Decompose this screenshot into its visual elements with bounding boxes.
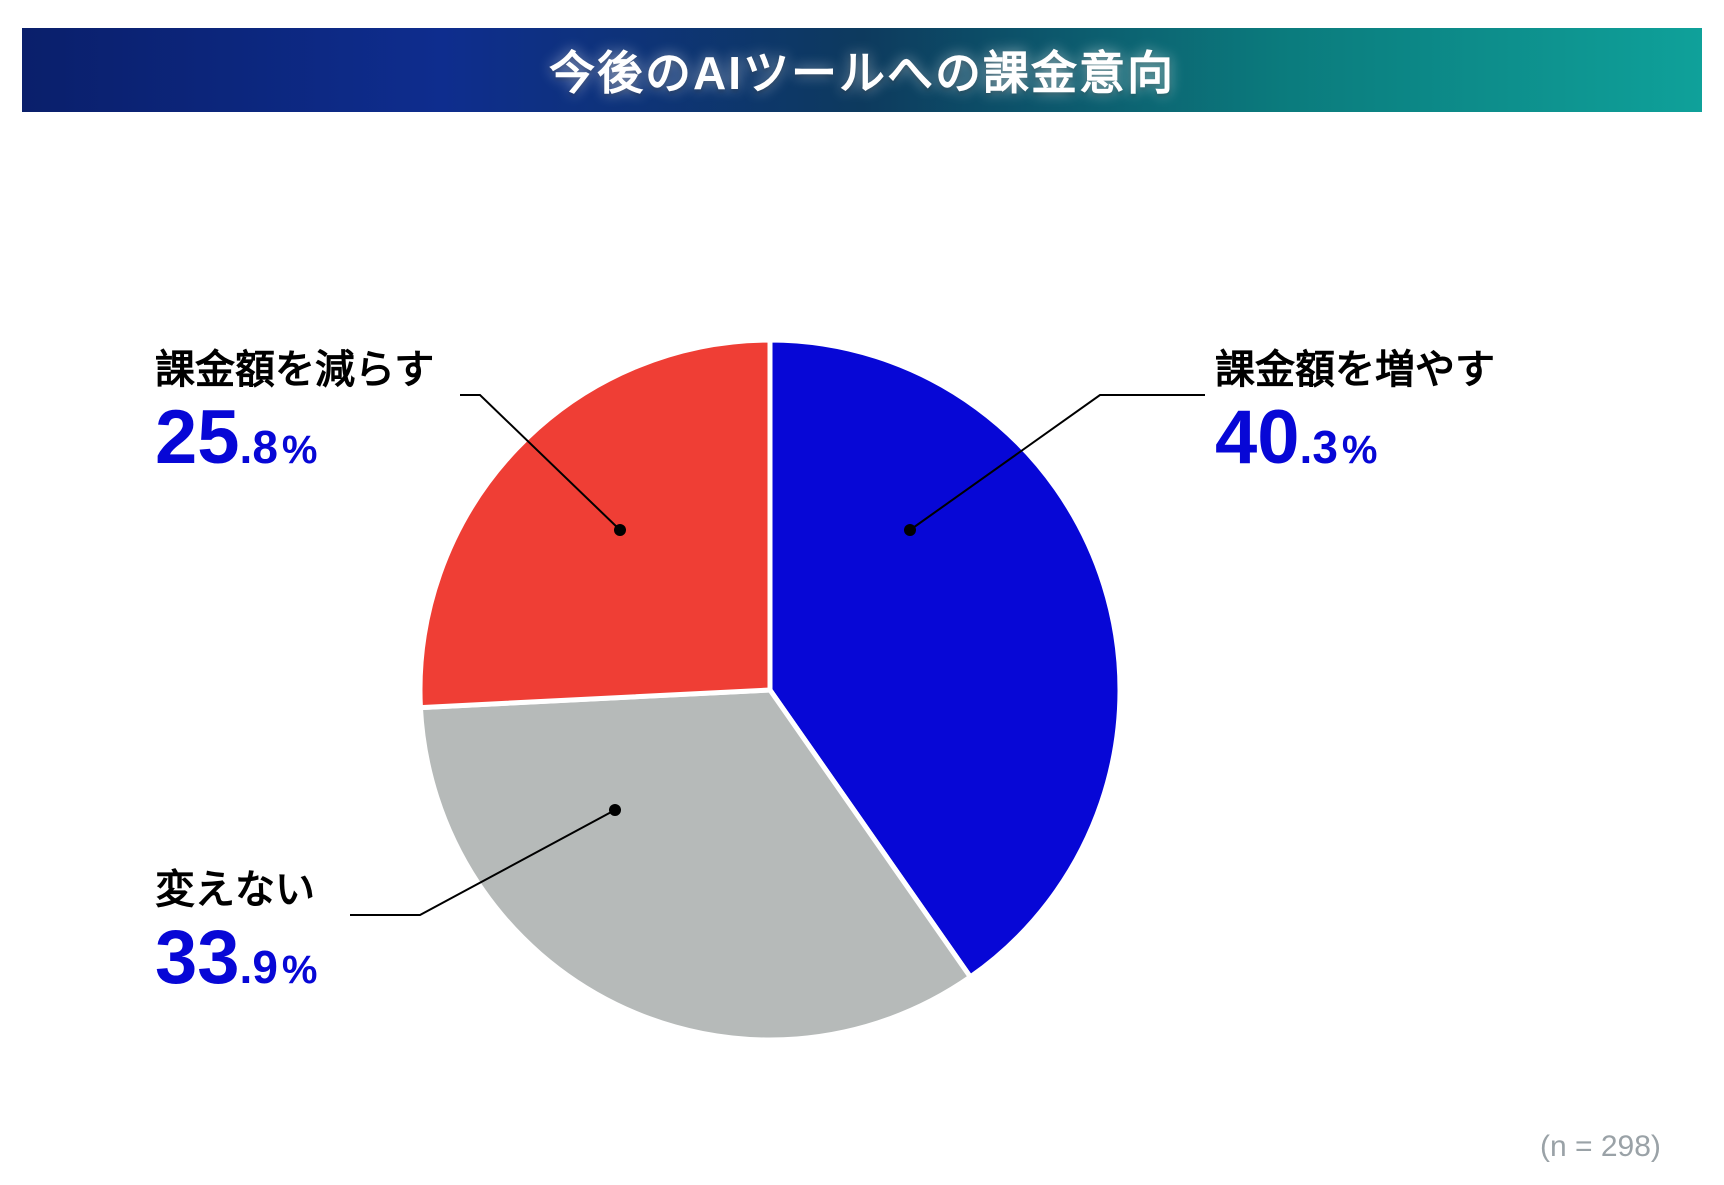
segment-pct-decrease: % — [282, 430, 318, 470]
segment-title-increase: 課金額を増やす — [1215, 350, 1495, 390]
leader-dot-decrease — [614, 524, 626, 536]
segment-value-small-same: .9 — [240, 944, 278, 990]
segment-title-decrease: 課金額を減らす — [155, 350, 434, 390]
segment-value-same: 33.9% — [155, 920, 318, 996]
segment-label-increase: 課金額を増やす 40.3% — [1215, 350, 1495, 476]
segment-label-same: 変えない 33.9% — [155, 870, 318, 996]
segment-label-decrease: 課金額を減らす 25.8% — [155, 350, 434, 476]
segment-value-big-increase: 40 — [1215, 400, 1300, 476]
sample-size: (n = 298) — [1540, 1130, 1661, 1164]
segment-value-big-decrease: 25 — [155, 400, 240, 476]
page-title: 今後のAIツールへの課金意向 — [549, 37, 1175, 103]
leader-dot-same — [609, 804, 621, 816]
segment-value-big-same: 33 — [155, 920, 240, 996]
segment-title-same: 変えない — [155, 870, 318, 910]
segment-value-small-decrease: .8 — [240, 424, 278, 470]
segment-pct-same: % — [282, 950, 318, 990]
segment-value-small-increase: .3 — [1300, 424, 1338, 470]
segment-value-decrease: 25.8% — [155, 400, 434, 476]
pie-chart-svg — [0, 130, 1724, 1185]
leader-dot-increase — [904, 524, 916, 536]
chart-area: 課金額を増やす40.3%変えない33.9%課金額を減らす25.8% (n = 2… — [0, 130, 1724, 1055]
segment-pct-increase: % — [1342, 430, 1378, 470]
title-bar: 今後のAIツールへの課金意向 — [22, 28, 1702, 112]
segment-value-increase: 40.3% — [1215, 400, 1495, 476]
